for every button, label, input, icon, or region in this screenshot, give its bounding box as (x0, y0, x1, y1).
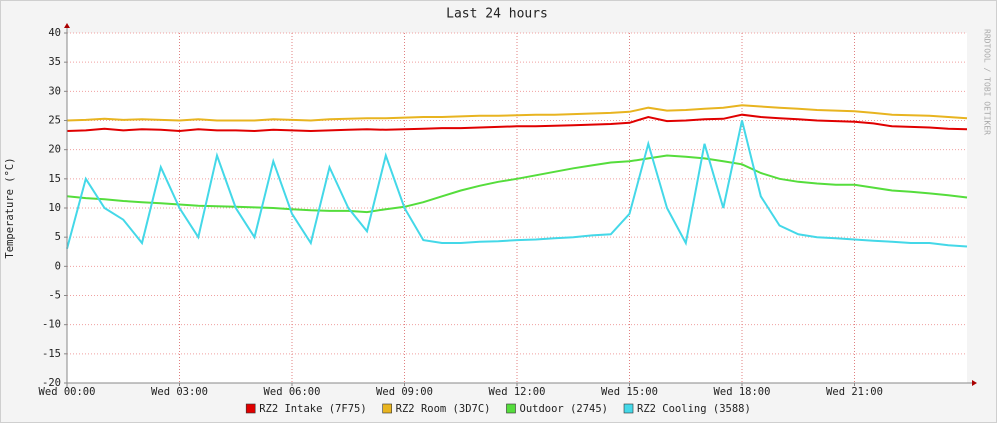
x-tick-label: Wed 15:00 (601, 386, 658, 398)
legend-item: RZ2 Room (3D7C) (382, 403, 491, 415)
chart-title: Last 24 hours (446, 7, 548, 22)
legend-label: RZ2 Intake (7F75) (259, 403, 366, 415)
series-line (66, 120, 968, 250)
y-tick-label: 30 (48, 85, 61, 97)
series-line (66, 104, 968, 122)
legend: RZ2 Intake (7F75) RZ2 Room (3D7C) Outdoor … (245, 403, 751, 415)
legend-item: RZ2 Cooling (3588) (623, 403, 751, 415)
y-tick-label: -10 (42, 319, 61, 331)
legend-swatch (506, 403, 516, 414)
x-tick-label: Wed 00:00 (39, 386, 96, 398)
y-tick-label: 20 (48, 144, 61, 156)
legend-item: RZ2 Intake (7F75) (245, 403, 367, 415)
y-tick-label: 35 (48, 56, 61, 68)
watermark: RRDTOOL / TOBI OETIKER (983, 29, 992, 135)
y-arrow (64, 23, 70, 28)
y-tick-label: 0 (55, 260, 61, 272)
legend-label: RZ2 Cooling (3588) (637, 403, 751, 415)
x-tick-label: Wed 06:00 (264, 386, 321, 398)
lines (66, 104, 968, 250)
y-tick-label: -15 (42, 348, 61, 360)
y-tick-label: 15 (48, 173, 61, 185)
legend-item: Outdoor (2745) (506, 403, 608, 415)
y-tick-label: -5 (48, 290, 61, 302)
legend-swatch (623, 403, 634, 414)
x-tick-label: Wed 03:00 (151, 386, 208, 398)
x-tick-label: Wed 21:00 (826, 386, 883, 398)
series-line (66, 154, 968, 214)
y-tick-label: 10 (48, 202, 61, 214)
axes (64, 23, 977, 388)
legend-label: RZ2 Room (3D7C) (396, 403, 491, 415)
legend-swatch (245, 403, 256, 414)
y-tick-label: 5 (55, 231, 61, 243)
y-axis-label: Temperature (°C) (4, 157, 16, 258)
x-tick-label: Wed 12:00 (489, 386, 546, 398)
x-arrow (972, 380, 977, 386)
x-tick-label: Wed 18:00 (714, 386, 771, 398)
series-line (66, 113, 968, 133)
legend-label: Outdoor (2745) (519, 403, 608, 415)
y-tick-label: 25 (48, 115, 61, 127)
legend-swatch (382, 403, 392, 414)
x-tick-label: Wed 09:00 (376, 386, 433, 398)
y-tick-label: 40 (48, 27, 61, 39)
grid (66, 32, 967, 384)
y-tick-label: -20 (42, 377, 61, 389)
